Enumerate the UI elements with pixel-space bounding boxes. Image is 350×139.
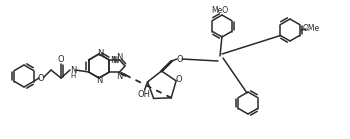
Text: N: N — [70, 65, 76, 75]
Text: O: O — [176, 54, 183, 64]
Text: N: N — [97, 49, 103, 58]
Text: H: H — [70, 73, 76, 79]
Text: N: N — [112, 55, 119, 64]
Text: N: N — [117, 53, 123, 61]
Text: N: N — [110, 55, 117, 64]
Text: N: N — [117, 71, 123, 80]
Text: OMe: OMe — [302, 23, 320, 33]
Text: MeO: MeO — [211, 6, 229, 14]
Text: O: O — [38, 74, 44, 83]
Text: O: O — [58, 54, 64, 64]
Text: O: O — [176, 75, 182, 84]
Text: OH: OH — [137, 90, 150, 99]
Text: N: N — [96, 75, 102, 85]
